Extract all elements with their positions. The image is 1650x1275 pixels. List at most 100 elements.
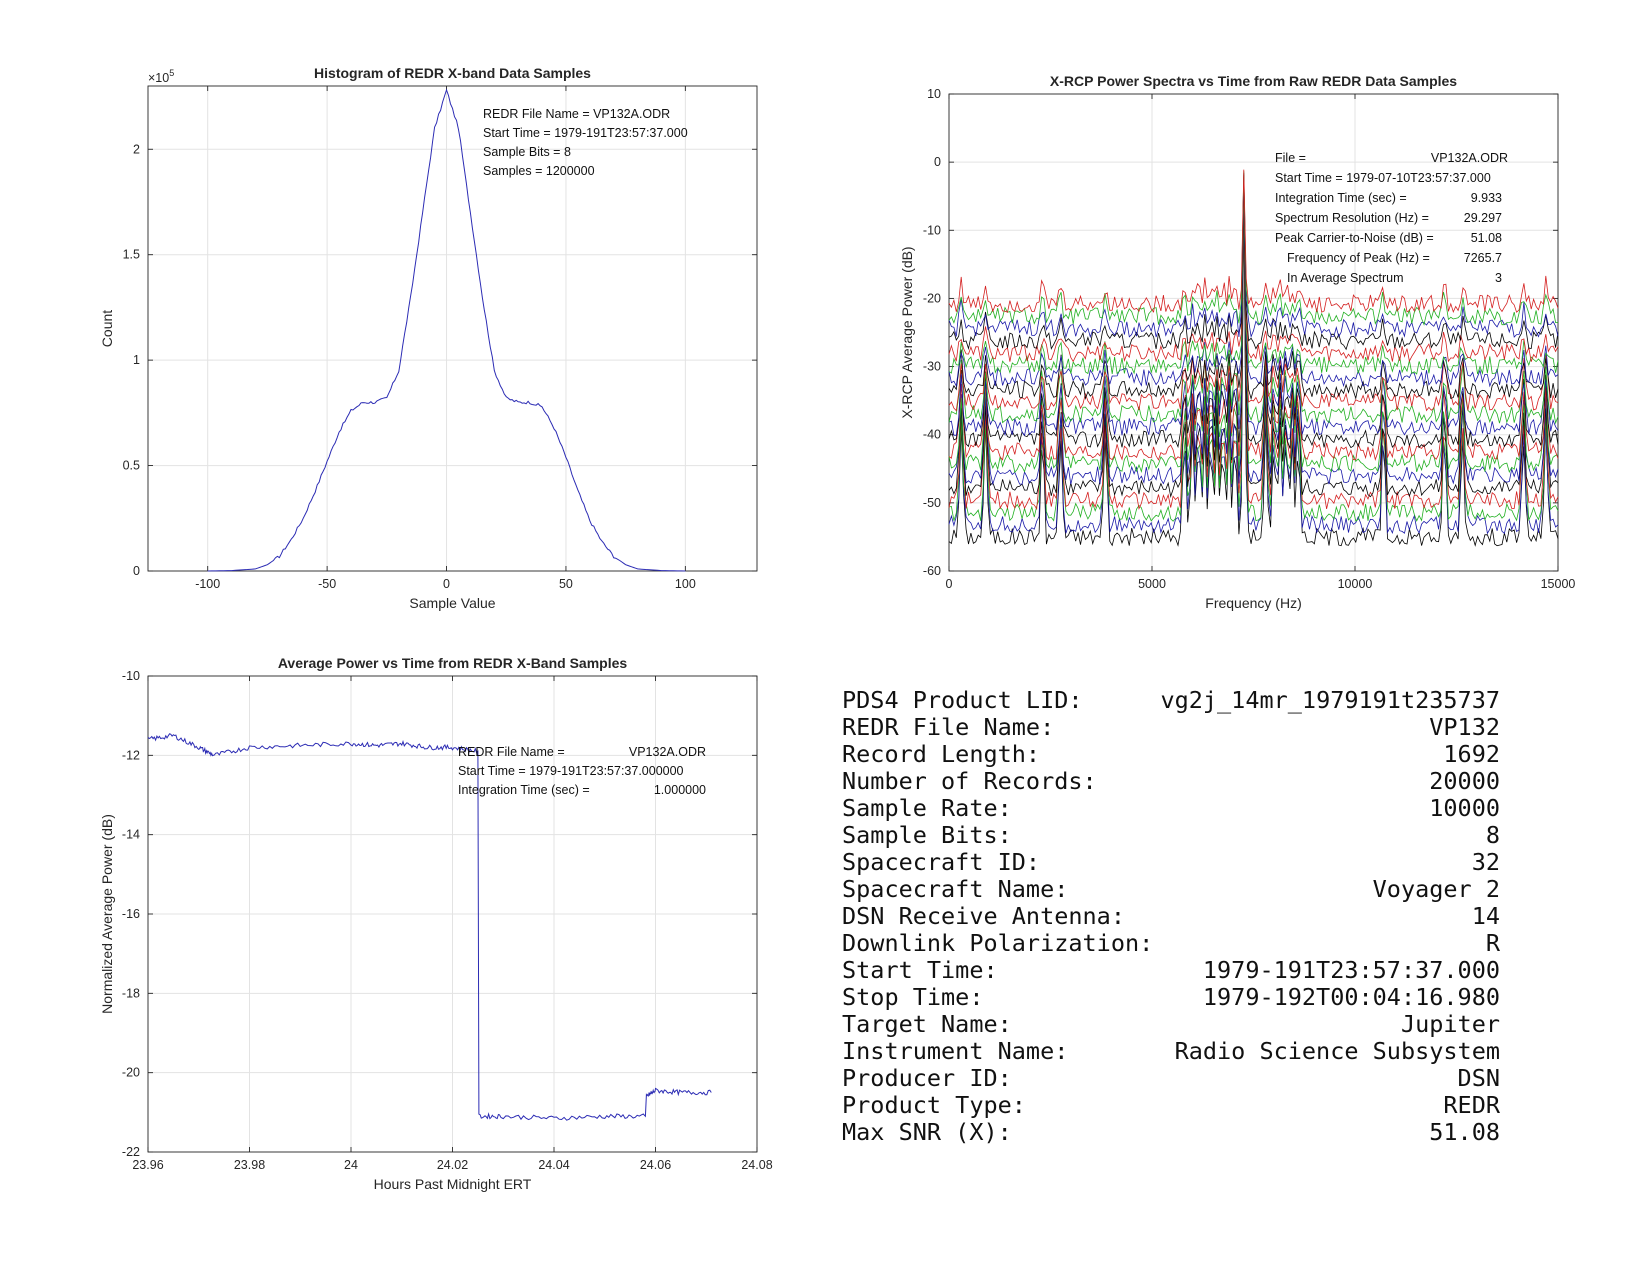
y-tick-label: 10 <box>927 87 941 101</box>
y-exponent-label: ×105 <box>148 68 174 85</box>
spectra-panel: 0 5000 10000 15000 -60 -50 -40 -30 -20 -10 0 10 X-RC… <box>899 73 1575 611</box>
y-tick-label: 0 <box>133 564 140 578</box>
y-tick-label: -60 <box>923 564 941 578</box>
x-tick-label: 24.04 <box>538 1158 569 1172</box>
info-label: Number of Records: <box>842 767 1097 795</box>
spectrum-series-line <box>948 192 1559 486</box>
x-tick-label: 24.02 <box>437 1158 468 1172</box>
chart-title: Histogram of REDR X-band Data Samples <box>314 65 591 81</box>
spectrum-series-line <box>948 194 1559 498</box>
x-axis-label: Frequency (Hz) <box>1205 595 1301 611</box>
info-value: Radio Science Subsystem <box>1175 1037 1500 1065</box>
x-tick-label: 10000 <box>1338 577 1373 591</box>
info-label: Max SNR (X): <box>842 1118 1012 1146</box>
annotation-value: 29.297 <box>1464 211 1502 225</box>
y-axis-label: Normalized Average Power (dB) <box>99 814 115 1014</box>
info-value: DSN <box>1458 1064 1500 1092</box>
chart-title: Average Power vs Time from REDR X-Band S… <box>278 655 628 671</box>
annotation-label: Integration Time (sec) = <box>1275 191 1407 205</box>
info-value: 1979-191T23:57:37.000 <box>1203 956 1500 984</box>
spectrum-series-line <box>948 169 1559 314</box>
annotation-label: Start Time = 1979-07-10T23:57:37.000 <box>1275 171 1491 185</box>
annotation-label: Peak Carrier-to-Noise (dB) = <box>1275 231 1434 245</box>
annotation-label: File = <box>1275 151 1306 165</box>
annotation-line: Samples = 1200000 <box>483 164 595 178</box>
histogram-line <box>207 88 686 572</box>
x-tick-label: 100 <box>675 577 696 591</box>
spectrum-series-line <box>948 172 1559 339</box>
y-axis-label: X-RCP Average Power (dB) <box>899 246 915 418</box>
x-tick-label: 15000 <box>1541 577 1576 591</box>
info-label: DSN Receive Antenna: <box>842 902 1125 930</box>
y-tick-label: -20 <box>122 1066 140 1080</box>
info-value: 32 <box>1472 848 1500 876</box>
y-tick-label: -10 <box>923 223 941 237</box>
power-line <box>147 733 712 1121</box>
y-tick-label: -22 <box>122 1145 140 1159</box>
y-tick-label: -10 <box>122 669 140 683</box>
y-tick-label: -20 <box>923 291 941 305</box>
y-axis-label: Count <box>99 310 115 347</box>
spectrum-series-line <box>948 181 1559 401</box>
annotation-label: In Average Spectrum <box>1287 271 1404 285</box>
spectrum-series-line <box>948 197 1559 522</box>
x-tick-label: 23.96 <box>132 1158 163 1172</box>
annotation-label: Spectrum Resolution (Hz) = <box>1275 211 1429 225</box>
info-label: Stop Time: <box>842 983 983 1011</box>
info-value: R <box>1486 929 1501 957</box>
spectrum-series-line <box>948 176 1559 363</box>
spectrum-series-line <box>948 171 1559 326</box>
info-label: Sample Bits: <box>842 821 1012 849</box>
info-value: VP132 <box>1429 713 1500 741</box>
x-tick-label: 5000 <box>1138 577 1166 591</box>
annotation-label: Start Time = 1979-191T23:57:37.000000 <box>458 764 684 778</box>
y-tick-label: -12 <box>122 748 140 762</box>
y-tick-label: -18 <box>122 986 140 1000</box>
x-tick-label: 23.98 <box>234 1158 265 1172</box>
x-tick-label: 24 <box>344 1158 358 1172</box>
spectrum-series-line <box>948 189 1559 461</box>
annotation-value: VP132A.ODR <box>629 745 706 759</box>
info-label: Spacecraft ID: <box>842 848 1040 876</box>
x-tick-label: 0 <box>946 577 953 591</box>
info-value: REDR <box>1443 1091 1500 1119</box>
spectrum-series-line <box>948 201 1559 547</box>
x-tick-label: -100 <box>195 577 220 591</box>
annotation-value: 7265.7 <box>1464 251 1502 265</box>
y-tick-label: -40 <box>923 428 941 442</box>
spectrum-series-line <box>948 187 1559 449</box>
info-label: PDS4 Product LID: <box>842 686 1083 714</box>
y-tick-label: -30 <box>923 360 941 374</box>
annotation-label: Integration Time (sec) = <box>458 783 590 797</box>
x-tick-label: 0 <box>443 577 450 591</box>
info-label: Product Type: <box>842 1091 1026 1119</box>
annotation-value: VP132A.ODR <box>1431 151 1508 165</box>
info-value: 1979-192T00:04:16.980 <box>1203 983 1500 1011</box>
annotation-line: Sample Bits = 8 <box>483 145 571 159</box>
info-value: Jupiter <box>1401 1010 1500 1038</box>
x-tick-label: 50 <box>559 577 573 591</box>
annotation-line: Start Time = 1979-191T23:57:37.000 <box>483 126 688 140</box>
spectrum-series-line <box>948 186 1559 437</box>
spectrum-series-line <box>948 191 1559 474</box>
annotation-label: Frequency of Peak (Hz) = <box>1287 251 1430 265</box>
spectrum-series-line <box>948 179 1559 388</box>
axes-box <box>147 85 758 572</box>
info-label: Downlink Polarization: <box>842 929 1153 957</box>
info-label: REDR File Name: <box>842 713 1054 741</box>
y-tick-label: 0.5 <box>123 459 140 473</box>
x-tick-label: 24.06 <box>640 1158 671 1172</box>
y-tick-label: 2 <box>133 142 140 156</box>
info-value: 51.08 <box>1429 1118 1500 1146</box>
axes-box <box>948 93 1559 572</box>
power-vs-time-panel: 23.96 23.98 24 24.02 24.04 24.06 24.08 -22 -20 -1… <box>99 655 773 1192</box>
y-tick-label: -50 <box>923 496 941 510</box>
spectrum-series-line <box>948 177 1559 375</box>
info-value: 14 <box>1472 902 1500 930</box>
spectrum-series-line <box>948 184 1559 425</box>
info-label: Instrument Name: <box>842 1037 1068 1065</box>
x-axis-label: Hours Past Midnight ERT <box>374 1176 532 1192</box>
annotation-value: 9.933 <box>1471 191 1502 205</box>
info-label: Target Name: <box>842 1010 1012 1038</box>
product-info-table: PDS4 Product LID: vg2j_14mr_1979191t23573… <box>842 686 1501 1146</box>
